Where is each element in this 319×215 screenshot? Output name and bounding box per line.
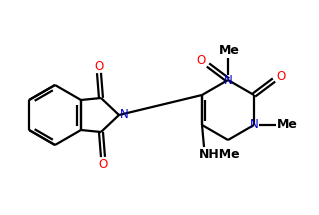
Text: O: O [94, 60, 104, 72]
Text: N: N [249, 118, 258, 132]
Text: O: O [276, 69, 286, 83]
Text: Me: Me [277, 118, 297, 132]
Text: O: O [197, 54, 206, 68]
Text: N: N [224, 74, 232, 86]
Text: O: O [98, 158, 108, 170]
Text: Me: Me [219, 43, 240, 57]
Text: NHMe: NHMe [199, 149, 241, 161]
Text: N: N [120, 109, 128, 121]
